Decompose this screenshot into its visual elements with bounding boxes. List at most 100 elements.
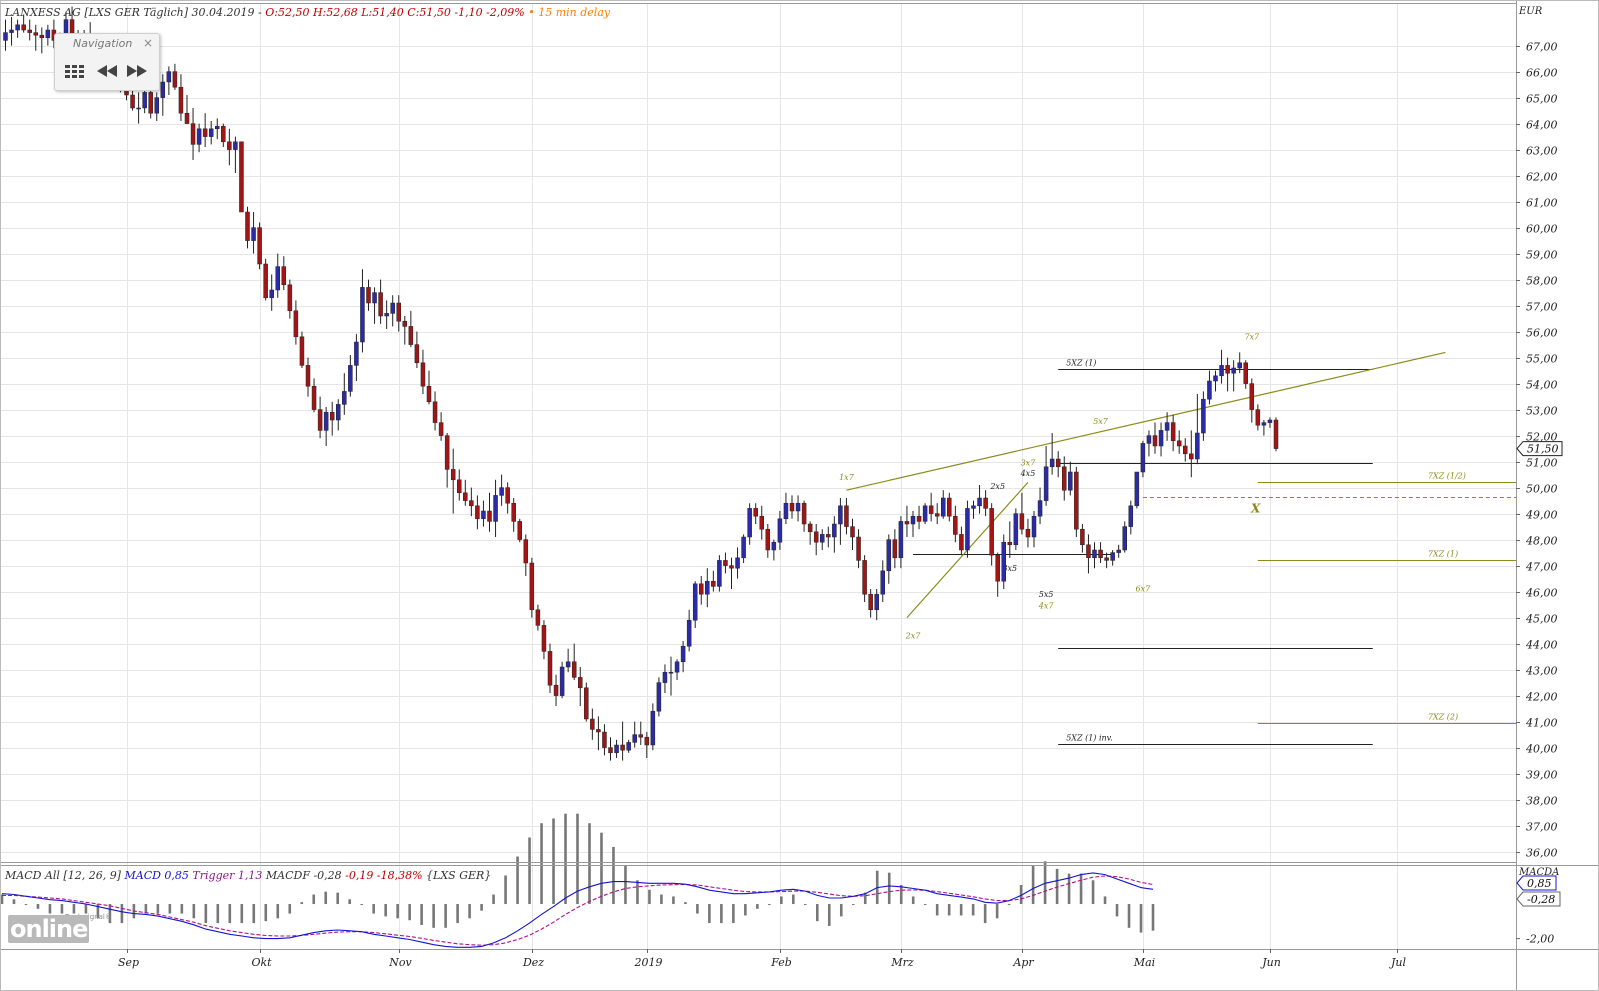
candle: [559, 661, 565, 699]
candle: [390, 295, 395, 327]
candle: [1092, 542, 1097, 569]
candle: [450, 448, 456, 514]
candle: [596, 716, 601, 751]
candle-body: [553, 684, 559, 696]
candle: [275, 253, 280, 298]
candle: [880, 560, 885, 602]
candle-body: [1031, 515, 1037, 538]
macd-histogram-bar: [947, 904, 951, 916]
candle-body: [571, 661, 577, 678]
candle-body: [1164, 422, 1170, 431]
candle: [166, 66, 172, 95]
candle-body: [632, 734, 637, 743]
macd-histogram-bar: [1031, 866, 1035, 905]
macd-label: MACD All [12, 26, 9]: [5, 869, 121, 882]
candle: [995, 552, 1000, 597]
macd-histogram-bar: [720, 904, 723, 924]
candle: [372, 287, 377, 324]
candle-body: [711, 580, 716, 587]
macd-histogram-bar: [1043, 861, 1047, 905]
macd-histogram-bar: [1127, 904, 1131, 928]
candle: [1189, 430, 1194, 478]
candle: [475, 495, 480, 530]
candle-body: [686, 619, 692, 647]
candle: [208, 121, 214, 145]
candle: [3, 19, 8, 51]
candle-body: [1074, 471, 1079, 530]
candle: [626, 739, 631, 753]
candle-body: [1080, 528, 1085, 546]
candle-body: [402, 320, 408, 327]
candle: [360, 269, 365, 353]
candle: [263, 258, 268, 301]
candle-body: [208, 128, 214, 137]
candle-body: [1062, 466, 1067, 491]
macd-histogram-bar: [96, 904, 100, 919]
macd-histogram-bar: [300, 902, 304, 905]
candle-body: [366, 287, 371, 304]
price-tick-label: 51,00: [1526, 457, 1558, 470]
candle-body: [1001, 541, 1006, 582]
macd-histogram-bar: [1115, 904, 1119, 917]
macd-histogram-bar: [744, 904, 747, 916]
candle-body: [820, 534, 825, 543]
candle-body: [390, 302, 395, 314]
candle-body: [977, 497, 982, 507]
macd-histogram-bar: [636, 880, 639, 905]
candle-body: [983, 497, 988, 509]
candle: [777, 511, 783, 550]
candle-body: [257, 227, 262, 265]
grid-icon[interactable]: [63, 60, 87, 82]
candle: [1122, 521, 1127, 553]
wave-label: 7x7: [1244, 332, 1260, 341]
candle-body: [9, 29, 14, 33]
candle: [632, 721, 637, 748]
candle-body: [941, 497, 946, 517]
candle: [33, 24, 38, 51]
candle: [620, 721, 625, 761]
candle: [384, 300, 389, 329]
candle-body: [299, 336, 305, 366]
macd-histogram-bar: [288, 904, 292, 914]
macd-histogram-bar: [792, 894, 795, 905]
candle-body: [378, 292, 383, 317]
navigation-panel[interactable]: Navigation ×: [54, 33, 160, 91]
candle-body: [263, 263, 268, 299]
candle: [614, 739, 619, 758]
close-icon[interactable]: ×: [142, 36, 153, 50]
candle-body: [505, 487, 510, 504]
candle-body: [747, 508, 752, 538]
candle-body: [565, 661, 571, 668]
candle-body: [475, 505, 480, 520]
candle-body: [832, 523, 837, 538]
candle: [1062, 456, 1067, 501]
candle: [1134, 471, 1140, 509]
level-label: 5XZ (1) inv.: [1066, 734, 1113, 743]
macd-histogram-bar: [1079, 873, 1083, 905]
candle-body: [590, 718, 595, 730]
trendline: [846, 351, 1446, 491]
candle: [239, 141, 244, 213]
candle-body: [608, 747, 613, 754]
candle: [584, 682, 589, 722]
wave-label: 5x7: [1093, 417, 1109, 426]
price-tick-label: 55,00: [1526, 353, 1558, 366]
candle-body: [1237, 362, 1242, 369]
candle: [910, 511, 916, 537]
rewind-icon[interactable]: [95, 60, 119, 82]
macd-histogram-bar: [1091, 880, 1095, 905]
candle: [1176, 430, 1182, 454]
candle: [747, 503, 752, 545]
candle-body: [245, 211, 250, 241]
candle: [160, 74, 166, 116]
candle-body: [15, 24, 20, 31]
candle: [136, 92, 141, 124]
candle-body: [311, 385, 317, 410]
candle-body: [305, 365, 311, 387]
fast-forward-icon[interactable]: [125, 60, 149, 82]
macd-histogram-bar: [851, 904, 855, 906]
price-tick-label: 45,00: [1525, 613, 1558, 626]
candle: [832, 516, 837, 553]
current-price-text: 51,50: [1527, 443, 1559, 456]
